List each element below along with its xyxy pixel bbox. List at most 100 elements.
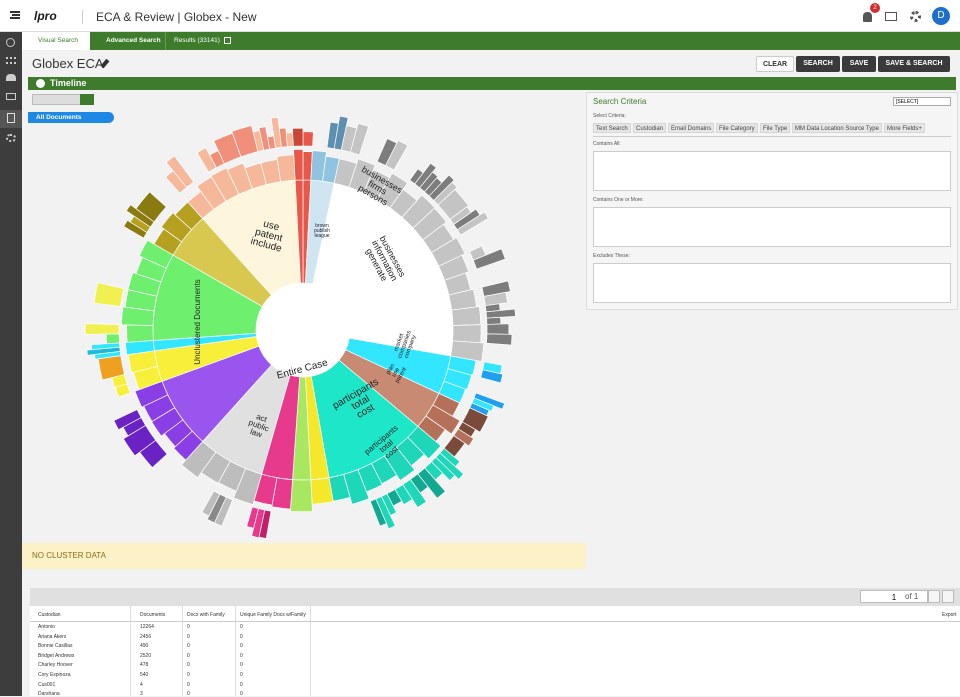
criteria-tab[interactable]: File Category [716,123,758,133]
sunburst-segment [385,139,409,171]
screen-icon[interactable] [6,93,16,100]
breadcrumb[interactable]: All Documents [28,112,114,123]
table-cell: 0 [240,672,243,678]
divider [82,10,83,24]
label-line: publish [314,228,330,234]
save-button[interactable]: SAVE [842,56,876,72]
sunburst-segment [456,211,489,236]
label-line: use [262,219,281,234]
settings-icon[interactable] [910,11,921,22]
column-separator [235,606,236,696]
sunburst-segment [84,323,120,335]
table-cell: 0 [187,662,190,669]
timeline-bar[interactable]: Timeline [28,77,956,90]
criteria-tab[interactable]: Text Search [593,123,631,133]
page-count: of 1 [905,592,919,601]
segment-label: Unclustered Documents [193,279,202,364]
table-cell: 0 [240,643,243,650]
table-cell: 0 [240,681,243,688]
label-line: plan [386,363,397,376]
monitor-icon[interactable] [885,12,897,21]
panel-icon[interactable] [224,37,231,44]
export-link[interactable]: Export [942,612,957,618]
menu-icon[interactable] [10,11,20,19]
search-panel: Search Criteria [SELECT] Select Criteria… [586,92,958,310]
sunburst-segment [126,324,154,343]
brand: lpro [34,9,57,23]
sunburst-segment [349,122,370,156]
table-cell: Darshana [38,691,60,697]
search-button[interactable]: SEARCH [796,56,840,72]
expand-icon[interactable] [36,79,45,88]
avatar[interactable]: D [932,7,950,25]
sunburst-segment [369,498,387,527]
criteria-tab[interactable]: Custodian [633,123,667,133]
sunburst-segment [451,306,482,326]
sunburst-segment [135,191,167,223]
table-cell: 0 [187,633,190,640]
prev-button[interactable] [928,590,940,603]
clear-button[interactable]: CLEAR [756,56,794,72]
table-cell: Antonio [38,624,55,630]
table-cell: 0 [240,633,243,640]
app-title: ECA & Review | Globex - New [96,10,257,24]
table-cell: 0 [240,691,243,697]
table-cell: Ariana Akers [38,633,67,640]
view-active[interactable] [80,94,94,105]
table-cell: Bonnie Casillas [38,643,73,650]
box-label: Contains All: [593,141,621,147]
panel-title: Search Criteria [593,97,647,106]
tab[interactable]: Advanced Search [90,32,166,50]
criteria-tab[interactable]: File Type [760,123,791,133]
search-icon[interactable] [6,38,15,47]
text-box[interactable] [593,207,951,247]
criteria-tab[interactable]: MM Data Location Source Type [792,123,882,133]
next-button[interactable] [942,590,954,603]
sunburst-segment [293,148,304,181]
select[interactable]: [SELECT] [893,97,951,106]
gear-icon[interactable] [6,134,16,142]
page-title: Globex ECA [32,56,104,71]
sunburst-segment [93,282,125,307]
sunburst-segment [486,323,510,335]
active-item[interactable] [0,110,22,128]
save-search-button[interactable]: SAVE & SEARCH [878,56,950,72]
badge: 2 [870,3,880,13]
column-header: Documents [140,612,166,618]
sunburst-segment [113,409,142,431]
pager-bar [30,588,960,606]
label-line: use [391,366,401,378]
page-input[interactable]: 1 [860,590,928,603]
sunburst-segment [289,479,313,513]
list-icon[interactable] [6,57,16,64]
bell-icon[interactable] [863,12,872,22]
table-cell: 0 [187,624,190,630]
table-cell: 0 [187,681,190,688]
sunburst-segment [310,477,334,505]
table-cell: 0 [240,652,243,659]
tab[interactable]: Visual Search [22,32,90,50]
label-line: league [314,233,329,239]
column-header: Docs with Family [187,612,225,618]
sunburst-segment [105,333,120,345]
divider [593,136,951,137]
sunburst-segment [292,127,304,147]
criteria-tab[interactable]: More Fields+ [884,123,925,133]
table-cell: 0 [240,624,243,630]
sunburst-segment [165,155,195,188]
column-separator [130,606,131,696]
users-icon[interactable] [6,74,16,81]
tab[interactable]: Results (33141) [174,37,220,44]
label-line: Unclustered Documents [193,279,202,364]
sunburst-segment [480,369,504,384]
text-box[interactable] [593,151,951,191]
label-line: act [255,412,269,424]
label-line: brown [315,223,329,229]
table-cell: 0 [187,652,190,659]
table-cell: Charley Hoover [38,662,73,669]
criteria-tab[interactable]: Email Domains [668,123,715,133]
menu-bar [12,14,20,16]
table-cell: Cus001 [38,681,56,688]
text-box[interactable] [593,263,951,303]
